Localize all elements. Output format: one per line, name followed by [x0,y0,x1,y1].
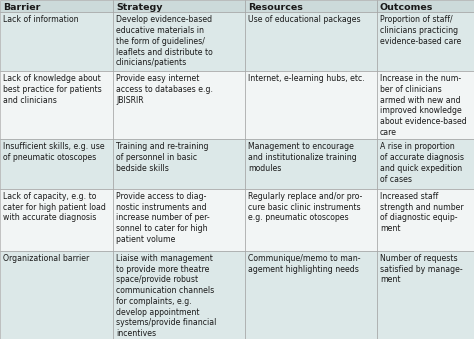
Text: Outcomes: Outcomes [380,3,433,12]
Text: Increase in the num-
ber of clinicians
armed with new and
improved knowledge
abo: Increase in the num- ber of clinicians a… [380,74,467,137]
Text: Barrier: Barrier [3,3,40,12]
Text: Resources: Resources [248,3,303,12]
Bar [113,0,245,13]
Bar [113,251,245,339]
Bar [0,0,113,13]
Text: Management to encourage
and institutionalize training
modules: Management to encourage and institutiona… [248,142,357,173]
Bar [377,251,474,339]
Bar [113,189,245,251]
Text: Develop evidence-based
educative materials in
the form of guidelines/
leaflets a: Develop evidence-based educative materia… [116,15,213,67]
Bar [245,251,377,339]
Text: Organizational barrier: Organizational barrier [3,254,89,263]
Bar [0,13,113,71]
Bar [113,139,245,189]
Text: A rise in proportion
of accurate diagnosis
and quick expedition
of cases: A rise in proportion of accurate diagnos… [380,142,464,183]
Bar [377,189,474,251]
Bar [113,13,245,71]
Text: Increased staff
strength and number
of diagnostic equip-
ment: Increased staff strength and number of d… [380,192,464,233]
Text: Internet, e-learning hubs, etc.: Internet, e-learning hubs, etc. [248,74,365,83]
Bar [0,71,113,139]
Text: Regularly replace and/or pro-
cure basic clinic instruments
e.g. pneumatic otosc: Regularly replace and/or pro- cure basic… [248,192,362,222]
Bar [377,139,474,189]
Bar [0,251,113,339]
Text: Use of educational packages: Use of educational packages [248,15,361,24]
Bar [245,189,377,251]
Text: Lack of capacity, e.g. to
cater for high patient load
with accurate diagnosis: Lack of capacity, e.g. to cater for high… [3,192,106,222]
Bar [0,139,113,189]
Text: Provide easy internet
access to databases e.g.
JBISRIR: Provide easy internet access to database… [116,74,213,105]
Bar [377,0,474,13]
Bar [0,189,113,251]
Text: Proportion of staff/
clinicians practicing
evidence-based care: Proportion of staff/ clinicians practici… [380,15,461,46]
Text: Communique/memo to man-
agement highlighting needs: Communique/memo to man- agement highligh… [248,254,361,274]
Bar [377,71,474,139]
Text: Number of requests
satisfied by manage-
ment: Number of requests satisfied by manage- … [380,254,463,284]
Text: Lack of information: Lack of information [3,15,79,24]
Text: Insufficient skills, e.g. use
of pneumatic otoscopes: Insufficient skills, e.g. use of pneumat… [3,142,105,162]
Text: Strategy: Strategy [116,3,163,12]
Bar [245,71,377,139]
Bar [377,13,474,71]
Bar [245,13,377,71]
Bar [245,0,377,13]
Text: Lack of knowledge about
best practice for patients
and clinicians: Lack of knowledge about best practice fo… [3,74,102,105]
Text: Training and re-training
of personnel in basic
bedside skills: Training and re-training of personnel in… [116,142,209,173]
Text: Liaise with management
to provide more theatre
space/provide robust
communicatio: Liaise with management to provide more t… [116,254,216,338]
Bar [113,71,245,139]
Bar [245,139,377,189]
Text: Provide access to diag-
nostic instruments and
increase number of per-
sonnel to: Provide access to diag- nostic instrumen… [116,192,210,244]
